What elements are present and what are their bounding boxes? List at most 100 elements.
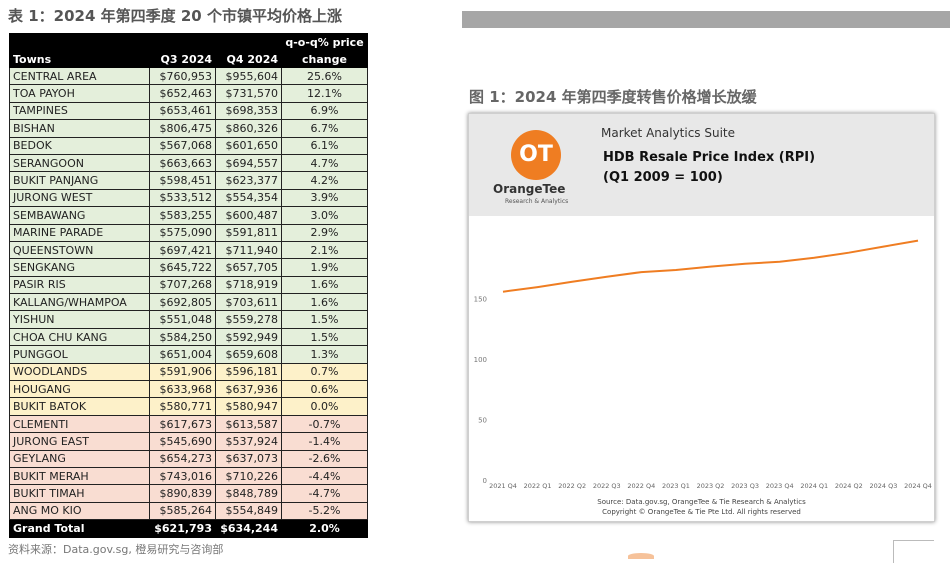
- q4-cell: $955,604: [215, 66, 282, 86]
- change-cell: 0.7%: [281, 362, 368, 382]
- q3-cell: $575,090: [149, 223, 216, 242]
- chart-source: Source: Data.gov.sg, OrangeTee & Tie Res…: [597, 498, 806, 506]
- q4-cell: $848,789: [215, 484, 282, 503]
- x-tick-label: 2023 Q4: [766, 482, 794, 490]
- town-cell: BUKIT MERAH: [9, 466, 150, 486]
- table-row: JURONG EAST $545,690 $537,924 -1.4%: [9, 432, 368, 451]
- town-cell: QUEENSTOWN: [9, 240, 150, 260]
- town-cell: GEYLANG: [9, 449, 150, 468]
- change-cell: 1.3%: [281, 345, 368, 364]
- q3-cell: $633,968: [149, 380, 216, 399]
- town-cell: YISHUN: [9, 310, 150, 329]
- total-q3: $621,793: [149, 519, 216, 538]
- table-source: 资料来源：Data.gov.sg, 橙易研究与咨询部: [8, 543, 224, 556]
- town-cell: CLEMENTI: [9, 414, 150, 434]
- x-tick-label: 2022 Q2: [558, 482, 586, 490]
- q3-cell: $585,264: [149, 501, 216, 521]
- town-cell: WOODLANDS: [9, 362, 150, 382]
- change-cell: 0.0%: [281, 397, 368, 416]
- change-cell: -0.7%: [281, 414, 368, 434]
- orange-decoration: [628, 553, 654, 559]
- x-tick-label: 2024 Q3: [869, 482, 897, 490]
- header-q3: Q3 2024: [149, 50, 216, 68]
- table-row: CHOA CHU KANG $584,250 $592,949 1.5%: [9, 327, 368, 347]
- header-blank: [149, 33, 216, 51]
- q4-cell: $710,226: [215, 466, 282, 486]
- town-cell: SENGKANG: [9, 258, 150, 277]
- q3-cell: $653,461: [149, 101, 216, 121]
- x-tick-label: 2023 Q1: [662, 482, 690, 490]
- table-row: GEYLANG $654,273 $637,073 -2.6%: [9, 449, 368, 468]
- q4-cell: $554,849: [215, 501, 282, 521]
- x-tick-label: 2021 Q4: [489, 482, 517, 490]
- q3-cell: $760,953: [149, 66, 216, 86]
- orangetee-logo-icon: OT: [511, 130, 561, 180]
- change-cell: 0.6%: [281, 380, 368, 399]
- q4-cell: $703,611: [215, 293, 282, 312]
- town-cell: SEMBAWANG: [9, 206, 150, 225]
- table-row: BISHAN $806,475 $860,326 6.7%: [9, 119, 368, 138]
- q4-cell: $718,919: [215, 275, 282, 295]
- logo-subtitle: Research & Analytics: [505, 198, 569, 205]
- q3-cell: $591,906: [149, 362, 216, 382]
- q4-cell: $659,608: [215, 345, 282, 364]
- q3-cell: $551,048: [149, 310, 216, 329]
- table-row: PUNGGOL $651,004 $659,608 1.3%: [9, 345, 368, 364]
- q4-cell: $637,073: [215, 449, 282, 468]
- change-cell: 1.5%: [281, 310, 368, 329]
- town-cell: ANG MO KIO: [9, 501, 150, 521]
- suite-label: Market Analytics Suite: [601, 126, 736, 140]
- q3-cell: $654,273: [149, 449, 216, 468]
- change-cell: 1.6%: [281, 275, 368, 295]
- q3-cell: $533,512: [149, 188, 216, 208]
- town-cell: JURONG WEST: [9, 188, 150, 208]
- chart-card: OT OrangeTee Research & Analytics Market…: [468, 113, 935, 522]
- total-label: Grand Total: [9, 519, 150, 538]
- change-cell: -5.2%: [281, 501, 368, 521]
- q4-cell: $637,936: [215, 380, 282, 399]
- header-blank: [9, 33, 150, 51]
- table-row: CENTRAL AREA $760,953 $955,604 25.6%: [9, 66, 368, 86]
- table-row: TAMPINES $653,461 $698,353 6.9%: [9, 101, 368, 121]
- x-tick-label: 2022 Q4: [627, 482, 655, 490]
- q4-cell: $537,924: [215, 432, 282, 451]
- change-cell: 6.1%: [281, 136, 368, 155]
- table-row: WOODLANDS $591,906 $596,181 0.7%: [9, 362, 368, 382]
- town-cell: TOA PAYOH: [9, 84, 150, 103]
- table-row: CLEMENTI $617,673 $613,587 -0.7%: [9, 414, 368, 434]
- table-row: TOA PAYOH $652,463 $731,570 12.1%: [9, 84, 368, 103]
- table-row: BUKIT TIMAH $890,839 $848,789 -4.7%: [9, 484, 368, 503]
- q4-cell: $860,326: [215, 119, 282, 138]
- change-cell: -2.6%: [281, 449, 368, 468]
- table-row: YISHUN $551,048 $559,278 1.5%: [9, 310, 368, 329]
- table-row: PASIR RIS $707,268 $718,919 1.6%: [9, 275, 368, 295]
- change-cell: 2.9%: [281, 223, 368, 242]
- q4-cell: $731,570: [215, 84, 282, 103]
- section-divider-bar: [462, 11, 950, 28]
- change-cell: 1.6%: [281, 293, 368, 312]
- x-tick-label: 2024 Q1: [800, 482, 828, 490]
- chart-title: HDB Resale Price Index (RPI) (Q1 2009 = …: [603, 148, 815, 188]
- change-cell: 4.2%: [281, 171, 368, 190]
- y-tick-label: 0: [483, 477, 487, 485]
- rpi-line-chart: 0 50 100 150 2021 Q4 2022 Q1 2022 Q2 2022 Q3 202…: [474, 239, 932, 490]
- table-row: JURONG WEST $533,512 $554,354 3.9%: [9, 188, 368, 208]
- q3-cell: $890,839: [149, 484, 216, 503]
- total-change: 2.0%: [281, 519, 368, 538]
- q3-cell: $707,268: [149, 275, 216, 295]
- town-cell: MARINE PARADE: [9, 223, 150, 242]
- y-tick-label: 50: [478, 417, 487, 425]
- q3-cell: $743,016: [149, 466, 216, 486]
- table-row: BUKIT PANJANG $598,451 $623,377 4.2%: [9, 171, 368, 190]
- y-tick-label: 150: [474, 296, 487, 304]
- change-cell: -4.7%: [281, 484, 368, 503]
- change-cell: 1.5%: [281, 327, 368, 347]
- chart-title-line2: (Q1 2009 = 100): [603, 170, 723, 185]
- table-row: ANG MO KIO $585,264 $554,849 -5.2%: [9, 501, 368, 521]
- q3-cell: $583,255: [149, 206, 216, 225]
- table-row: HOUGANG $633,968 $637,936 0.6%: [9, 380, 368, 399]
- q4-cell: $580,947: [215, 397, 282, 416]
- table-row: MARINE PARADE $575,090 $591,811 2.9%: [9, 223, 368, 242]
- q3-cell: $584,250: [149, 327, 216, 347]
- q3-cell: $652,463: [149, 84, 216, 103]
